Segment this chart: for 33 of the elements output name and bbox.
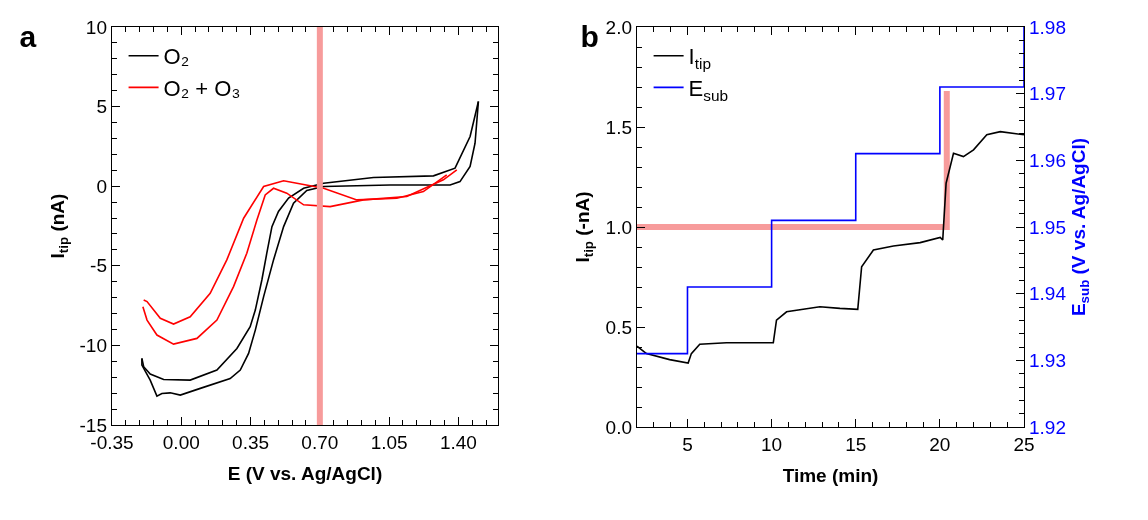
y-tick-label: 0 xyxy=(96,175,107,197)
y-tick-label: 10 xyxy=(85,16,107,38)
y-tick-label: -10 xyxy=(79,335,107,357)
x-axis-title: E (V vs. Ag/AgCl) xyxy=(227,462,383,484)
y2-tick-label: 1.97 xyxy=(1029,83,1066,105)
x-tick-label: 0.70 xyxy=(301,432,339,453)
x-tick-label: 1.40 xyxy=(439,432,477,453)
chart-title: a xyxy=(19,20,37,53)
y2-tick-label: 1.93 xyxy=(1029,349,1066,371)
y2-tick-label: 1.95 xyxy=(1029,216,1066,238)
x-axis-title: Time (min) xyxy=(782,464,879,486)
x-tick-label: 15 xyxy=(845,434,867,455)
x-tick-label: 1.05 xyxy=(370,432,408,453)
x-tick-label: 0.35 xyxy=(232,432,270,453)
chart-title: b xyxy=(580,20,599,53)
y-tick-label: 2.0 xyxy=(605,16,632,38)
x-tick-label: 0.00 xyxy=(162,432,200,453)
y2-tick-label: 1.98 xyxy=(1029,16,1066,38)
y-tick-label: 5 xyxy=(96,96,107,118)
legend-label: E$_{sub}$ xyxy=(688,75,729,104)
y2-tick-label: 1.96 xyxy=(1029,149,1066,171)
y-tick-label: 1.5 xyxy=(605,116,632,138)
y-tick-label: 0.5 xyxy=(605,316,632,338)
legend-label: I$_{tip}$ xyxy=(688,44,711,72)
legend-label: O₂ + O₃ xyxy=(163,75,241,101)
x-tick-label: 5 xyxy=(682,434,693,455)
x-tick-label: 10 xyxy=(761,434,783,455)
y-tick-label: -5 xyxy=(90,255,107,277)
x-tick-label: 20 xyxy=(929,434,951,455)
y2-tick-label: 1.94 xyxy=(1029,283,1067,305)
y-tick-label: 0.0 xyxy=(605,416,632,438)
y-tick-label: 1.0 xyxy=(605,216,632,238)
legend-label: O₂ xyxy=(163,44,190,70)
